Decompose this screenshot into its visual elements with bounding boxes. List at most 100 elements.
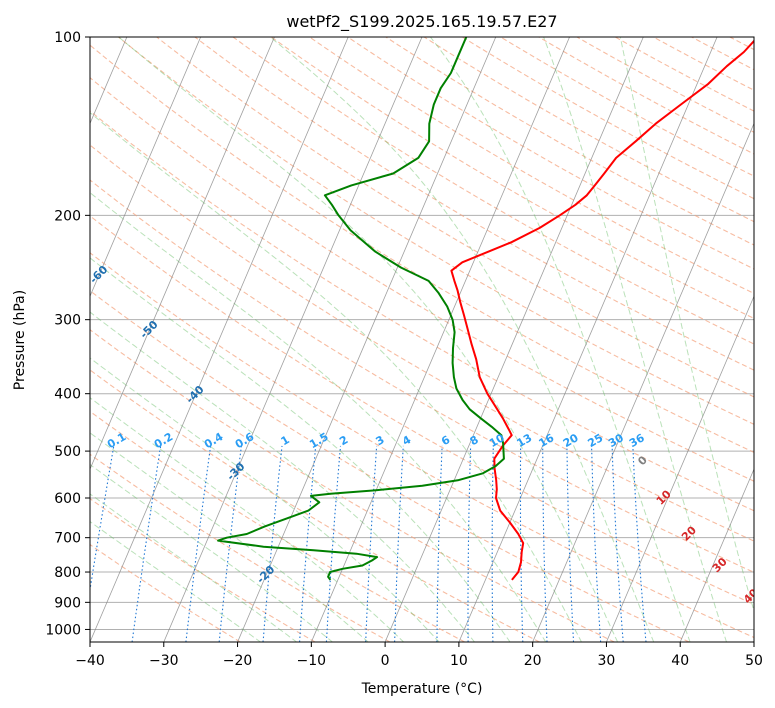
moist-adiabat-label: 20: [679, 523, 699, 543]
mixing-ratio-line: [591, 445, 602, 642]
y-tick-label: 600: [54, 491, 81, 507]
dry-adiabat-label: -10: [277, 683, 300, 706]
moist-adiabat-line: [90, 397, 405, 642]
y-tick-label: 900: [54, 595, 81, 611]
moist-adiabats: [90, 37, 754, 642]
y-tick-label: 300: [54, 313, 81, 329]
mixing-ratio-line: [185, 445, 212, 642]
moist-adiabat-line: [619, 37, 754, 613]
mixing-ratio-line: [325, 445, 342, 642]
x-tick-label: 50: [745, 653, 763, 669]
dry-adiabat-line: [156, 37, 754, 398]
mixing-ratio-line: [131, 445, 162, 642]
plot-area: -100-90-80-70-60-50-40-30-20-100.10.20.4…: [0, 37, 775, 706]
dry-adiabat-line: [423, 37, 754, 223]
dry-adiabats: [90, 37, 775, 642]
moist-adiabat-line: [90, 463, 334, 642]
dry-adiabat-line: [90, 44, 754, 453]
y-tick-label: 100: [54, 30, 81, 46]
y-tick-label: 200: [54, 208, 81, 224]
dry-adiabat-line: [385, 37, 754, 246]
mixing-ratio-line: [611, 445, 624, 642]
dry-adiabat-line: [500, 37, 754, 177]
x-tick-label: 30: [598, 653, 616, 669]
mixing-ratio-line: [436, 445, 443, 642]
dry-adiabat-line: [90, 110, 754, 512]
temperature-profile-line: [450, 39, 754, 581]
isotherm-line: [90, 37, 202, 298]
dry-adiabat-line: [653, 37, 754, 91]
mixing-ratio-label: 0.4: [202, 430, 226, 451]
dry-adiabat-line: [194, 37, 754, 371]
mixing-ratio-label: 3: [373, 433, 386, 448]
moist-adiabat-line: [90, 257, 511, 642]
isotherm-line: [310, 37, 570, 642]
isotherm-line: [163, 37, 423, 642]
moist-adiabat-line: [90, 192, 547, 642]
moist-adiabat-line: [90, 493, 298, 642]
moist-adiabat-line: [90, 432, 369, 642]
mixing-ratio-label: 0.2: [152, 430, 175, 451]
mixing-ratio-label: 25: [586, 431, 606, 450]
pressure-grid: [90, 37, 754, 630]
dry-adiabat-line: [347, 37, 754, 270]
mixing-ratio-line: [632, 445, 647, 642]
sounding-series: [217, 37, 754, 581]
x-tick-label: 40: [671, 653, 689, 669]
mixing-ratio-line: [218, 445, 242, 642]
moist-adiabat-label: 0: [635, 453, 650, 468]
dry-adiabat-line: [90, 543, 241, 642]
isotherm-line: [384, 37, 644, 642]
mixing-ratio-lines: [90, 445, 647, 642]
dry-adiabat-line: [270, 37, 754, 320]
isotherm-line: [90, 37, 349, 642]
mixing-ratio-line: [262, 445, 283, 642]
dewpoint-profile-line: [217, 37, 505, 581]
mixing-ratio-label: 1: [279, 433, 292, 448]
dry-adiabat-line: [90, 329, 615, 642]
dry-adiabat-line: [768, 37, 775, 642]
dry-adiabat-line: [90, 76, 754, 482]
moist-adiabat-line: [269, 37, 655, 642]
isotherm-line: [532, 122, 754, 642]
isotherm-line: [237, 37, 497, 642]
x-tick-label: −20: [223, 653, 253, 669]
mixing-ratio-line: [394, 445, 404, 642]
moist-adiabat-line: [430, 37, 691, 642]
mixing-ratio-label: 0.1: [105, 430, 128, 451]
moist-adiabat-line: [118, 37, 619, 642]
moist-adiabat-line: [90, 521, 262, 642]
dry-adiabat-line: [309, 37, 754, 295]
y-tick-label: 500: [54, 444, 81, 460]
mixing-ratio-line: [365, 445, 378, 642]
dry-adiabat-line: [614, 37, 754, 112]
x-tick-label: 0: [381, 653, 390, 669]
x-tick-label: −30: [149, 653, 179, 669]
mixing-ratio-label: 1.5: [307, 430, 330, 451]
moist-adiabat-line: [543, 37, 728, 642]
isotherm-line: [679, 468, 754, 642]
dry-adiabat-label: -80: [0, 173, 1, 196]
x-tick-label: 10: [450, 653, 468, 669]
chart-title: wetPf2_S199.2025.165.19.57.E27: [286, 12, 557, 32]
dry-adiabat-line: [90, 497, 316, 642]
y-tick-label: 400: [54, 387, 81, 403]
dry-adiabat-line: [691, 37, 754, 71]
x-axis-ticks: −40 −30 −20 −10 0 10 20 30 40 50: [75, 642, 763, 669]
dry-adiabat-line: [90, 144, 754, 542]
dry-adiabat-line: [232, 37, 754, 345]
dry-adiabat-line: [90, 290, 690, 642]
dry-adiabat-label: -60: [87, 263, 110, 286]
plot-frame: [89, 36, 755, 643]
mixing-ratio-line: [90, 445, 115, 594]
mixing-ratio-label: 36: [627, 431, 647, 450]
y-tick-label: 700: [54, 531, 81, 547]
y-tick-label: 800: [54, 565, 81, 581]
y-tick-label: 1000: [45, 622, 81, 638]
mixing-ratio-label: 16: [537, 431, 557, 450]
isotherm-line: [458, 37, 718, 642]
dry-adiabat-line: [90, 215, 754, 606]
isotherm-line: [753, 640, 754, 642]
dry-adiabat-line: [462, 37, 754, 200]
x-tick-label: 20: [524, 653, 542, 669]
